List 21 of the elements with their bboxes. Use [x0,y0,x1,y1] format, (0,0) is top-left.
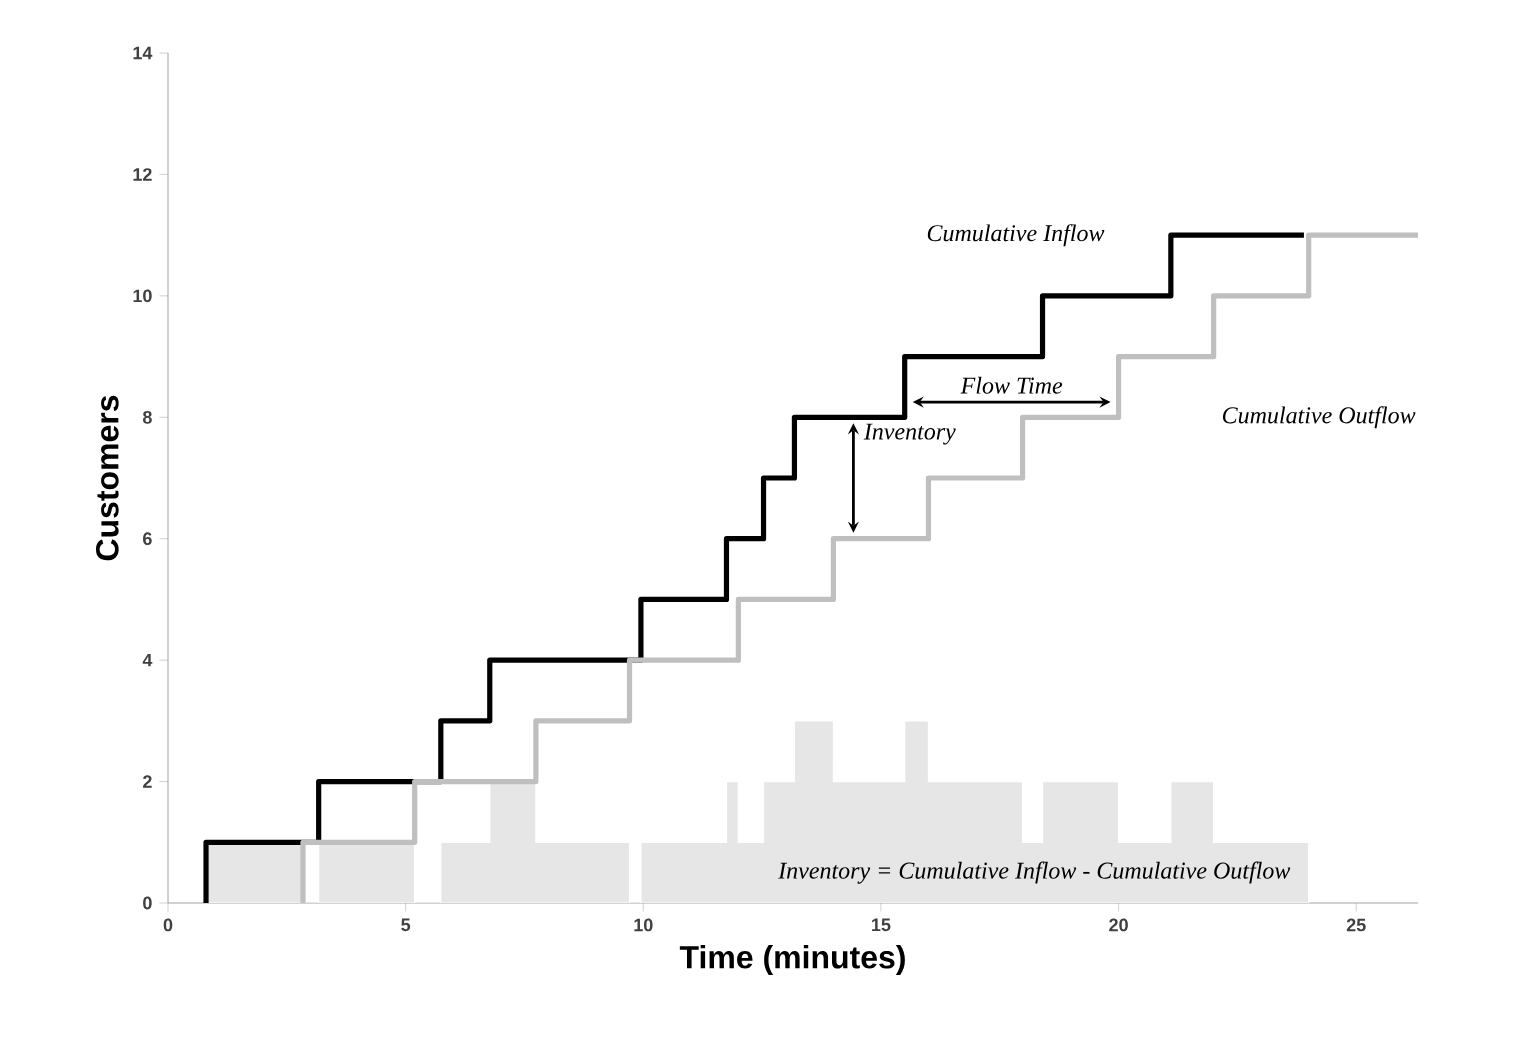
y-tick-label: 4 [142,653,153,667]
x-tick-label: 10 [634,918,653,932]
y-axis-title: Customers [96,395,119,561]
x-tick-label: 0 [163,918,173,932]
y-tick-label: 0 [143,896,152,910]
annotation: Flow Time [960,376,1063,394]
x-axis-title: Time (minutes) [679,945,905,975]
text: Cumulative Inflow [927,224,1105,247]
annotation: Cumulative Outflow [1222,406,1416,429]
annotation: Inventory [863,423,956,445]
y-tick-label: 6 [143,532,152,546]
x-tick-label: 5 [401,918,411,932]
x-tick-label: 25 [1346,918,1366,932]
y-tick-label: 10 [133,289,152,303]
y-tick-label: 12 [133,168,152,181]
x-tick-label: 20 [1109,918,1128,932]
y-tick-label: 2 [143,775,152,788]
y-tick-label: 8 [142,410,152,424]
y-tick-label: 14 [133,46,153,60]
x-tick-label: 15 [872,918,891,932]
series-label: Inventory = Cumulative Inflow - Cumulative Outflow [778,861,1291,884]
